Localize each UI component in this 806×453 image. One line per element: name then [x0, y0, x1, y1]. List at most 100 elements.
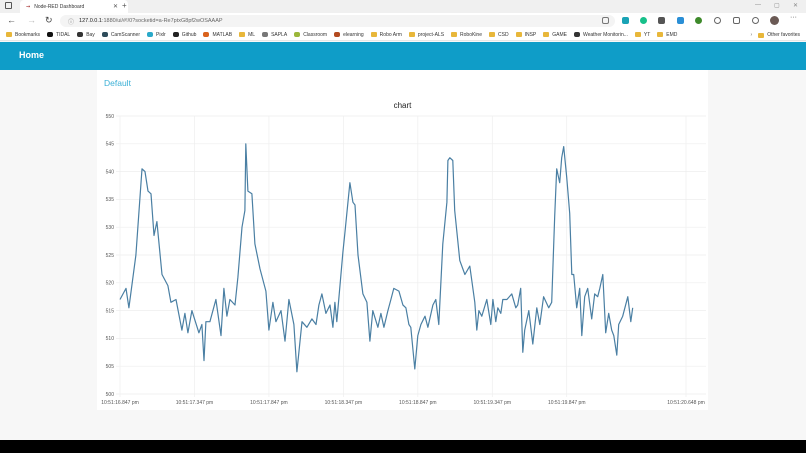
y-tick-label: 525: [106, 253, 115, 259]
browser-tab[interactable]: ⇝ Node-RED Dashboard ✕: [20, 0, 128, 13]
folder-icon: [6, 32, 12, 37]
bookmark-label: INSP: [524, 31, 537, 38]
bookmark-matlab[interactable]: MATLAB: [203, 32, 232, 38]
folder-icon: [758, 32, 765, 38]
x-tick-label: 10:51:19.347 pm: [474, 400, 512, 406]
line-chart[interactable]: 500 505 510 515 520 525 530 535 540 545 550 10:51:1…: [97, 70, 708, 410]
tidal-icon: [47, 32, 54, 37]
node-red-favicon-icon: ⇝: [26, 3, 31, 10]
sapla-icon: [262, 32, 269, 37]
bookmark-csd[interactable]: CSD: [489, 32, 509, 38]
favorites-icon[interactable]: [733, 17, 740, 24]
bookmark-ml[interactable]: ML: [239, 32, 255, 38]
bookmark-robo-arm[interactable]: Robo Arm: [370, 32, 402, 38]
bookmark-label: Bay: [86, 31, 95, 38]
chevron-right-icon[interactable]: ›: [750, 32, 753, 38]
dashboard-header: Home: [0, 42, 806, 70]
y-tick-label: 510: [106, 336, 115, 342]
more-icon[interactable]: ···: [790, 14, 797, 21]
bookmark-label: Classroom: [303, 31, 328, 38]
bookmark-label: GAME: [552, 31, 567, 38]
bookmark-label: EMD: [666, 31, 678, 38]
bookmark-project-als[interactable]: project-ALS: [408, 32, 444, 38]
y-tick-label: 540: [106, 169, 115, 175]
folder-icon: [515, 32, 522, 37]
group-card: Default chart 500 505 510 515 520 525 530 535 54…: [97, 70, 708, 410]
taskbar: [0, 440, 806, 453]
back-icon[interactable]: ←: [7, 15, 16, 25]
bing-icon[interactable]: [622, 17, 629, 24]
bookmark-sapla[interactable]: SAPLA: [262, 32, 287, 38]
bookmark-game[interactable]: GAME: [543, 32, 567, 38]
folder-icon: [543, 32, 550, 37]
folder-icon: [657, 32, 664, 37]
bookmark-label: ML: [248, 31, 256, 38]
y-tick-label: 530: [106, 225, 115, 231]
x-tick-label: 10:51:17.847 pm: [250, 400, 288, 406]
extension-badge-icon[interactable]: [677, 17, 684, 24]
bay-icon: [77, 32, 84, 37]
folder-icon: [370, 32, 377, 37]
info-icon[interactable]: ⓘ: [68, 19, 75, 26]
x-tick-label: 10:51:19.847 pm: [548, 400, 586, 406]
bookmark-camscanner[interactable]: CamScanner: [101, 31, 140, 38]
tab-actions-icon[interactable]: [5, 2, 12, 9]
add-favorite-icon[interactable]: [602, 17, 609, 24]
bookmark-github[interactable]: Github: [172, 32, 196, 38]
x-tick-label: 10:51:17.347 pm: [176, 400, 214, 406]
bookmark-bookmarks[interactable]: Bookmarks: [6, 32, 40, 38]
group-title: Default: [104, 78, 131, 88]
bookmark-bay[interactable]: Bay: [77, 32, 95, 38]
x-tick-label: 10:51:18.847 pm: [399, 400, 437, 406]
bookmark-label: YT: [643, 31, 651, 38]
classroom-icon: [294, 32, 301, 37]
bookmark-label: TIDAL: [56, 31, 71, 38]
series-line[interactable]: [119, 143, 634, 373]
grammarly-icon[interactable]: [640, 17, 647, 24]
address-bar[interactable]: ⓘ 127.0.0.1 :1880/ui/#!/0?socketid=a-Re7…: [60, 15, 615, 27]
bookmark-label: SAPLA: [271, 31, 288, 38]
restore-icon[interactable]: ▢: [774, 3, 780, 9]
new-tab-icon[interactable]: +: [122, 1, 127, 10]
bookmark-insp[interactable]: INSP: [515, 31, 537, 38]
extension-icon[interactable]: [658, 17, 665, 24]
bookmark-label: RoboKine: [460, 31, 482, 38]
bookmark-emd[interactable]: EMD: [657, 32, 677, 38]
bookmark-yt[interactable]: YT: [634, 31, 651, 38]
x-tick-label: 10:51:18.347 pm: [325, 400, 363, 406]
bookmark-tidal[interactable]: TIDAL: [47, 32, 70, 38]
other-favorites-label: Other favorites: [767, 32, 800, 38]
y-tick-label: 535: [106, 197, 115, 203]
extension-leaf-icon[interactable]: [695, 17, 702, 24]
minimize-icon[interactable]: —: [755, 2, 761, 8]
bookmark-label: Bookmarks: [15, 31, 41, 38]
close-tab-icon[interactable]: ✕: [112, 4, 118, 10]
bookmark-weather-monitorin[interactable]: Weather Monitorin...: [573, 31, 628, 38]
address-toolbar: ← → ↻ ⓘ 127.0.0.1 :1880/ui/#!/0?socketid…: [0, 13, 806, 29]
bookmark-label: MATLAB: [212, 31, 233, 38]
y-tick-label: 550: [106, 114, 115, 120]
bookmark-pixlr[interactable]: Pixlr: [147, 32, 166, 38]
collections-icon[interactable]: [752, 17, 759, 24]
bookmark-label: Weather Monitorin...: [582, 31, 628, 38]
other-favorites[interactable]: › Other favorites: [751, 29, 800, 41]
bookmark-elearning[interactable]: elearning: [334, 32, 364, 38]
profile-avatar[interactable]: [770, 16, 779, 25]
camscanner-icon: [101, 32, 108, 37]
folder-icon: [239, 32, 246, 37]
close-window-icon[interactable]: ✕: [793, 3, 799, 9]
bookmark-classroom[interactable]: Classroom: [294, 32, 327, 38]
folder-icon: [451, 32, 458, 37]
bookmark-label: CSD: [498, 31, 509, 38]
y-tick-label: 520: [106, 281, 115, 287]
bookmark-robokine[interactable]: RoboKine: [451, 32, 482, 38]
bookmark-label: CamScanner: [110, 31, 140, 38]
x-tick-label: 10:51:16.847 pm: [101, 400, 139, 406]
forward-icon[interactable]: →: [27, 15, 36, 25]
refresh-extension-icon[interactable]: [714, 17, 721, 24]
matlab-icon: [203, 32, 210, 37]
elearning-icon: [334, 32, 341, 37]
reload-icon[interactable]: ↻: [45, 15, 53, 25]
url-host: 127.0.0.1: [79, 18, 102, 24]
github-icon: [172, 32, 179, 37]
